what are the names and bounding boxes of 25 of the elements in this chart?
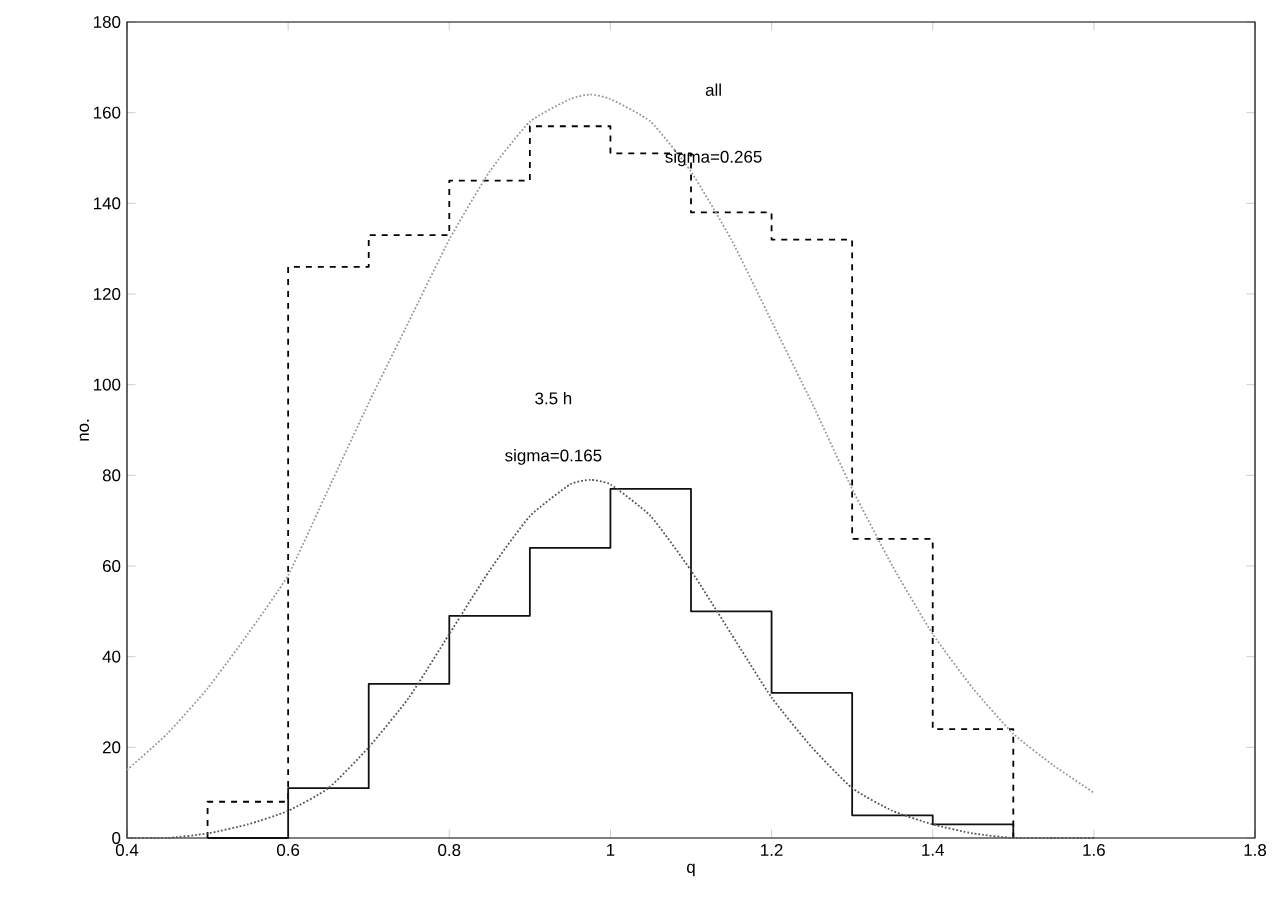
x-tick-label: 1.6	[1083, 844, 1105, 857]
annotation: all	[705, 83, 721, 96]
x-tick-label: 1.2	[761, 844, 783, 856]
y-axis-title: no.	[79, 419, 89, 441]
y-tick-label: 140	[93, 197, 121, 210]
y-tick-label: 180	[93, 16, 121, 28]
annotation: 3.5 h	[535, 391, 572, 405]
y-tick-label: 60	[102, 560, 121, 572]
y-tick-label: 40	[102, 650, 121, 663]
annotation: sigma=0.265	[665, 150, 762, 167]
y-tick-label: 120	[93, 288, 121, 300]
x-axis-title: q	[687, 863, 695, 877]
y-tick-label: 80	[102, 469, 121, 482]
x-tick-label: 0.8	[438, 844, 461, 857]
y-tick-label: 160	[93, 106, 121, 119]
y-tick-label: 20	[102, 741, 121, 754]
annotation: sigma=0.165	[505, 449, 602, 465]
y-tick-label: 100	[93, 378, 121, 391]
x-tick-label: 0.6	[277, 844, 300, 857]
x-tick-label: 1.4	[922, 844, 945, 856]
x-tick-label: 0.4	[115, 844, 139, 857]
y-tick-label: 0	[112, 832, 121, 844]
x-tick-label: 1.8	[1244, 844, 1267, 857]
line-series	[126, 478, 1095, 840]
x-tick-label: 1	[607, 844, 615, 856]
